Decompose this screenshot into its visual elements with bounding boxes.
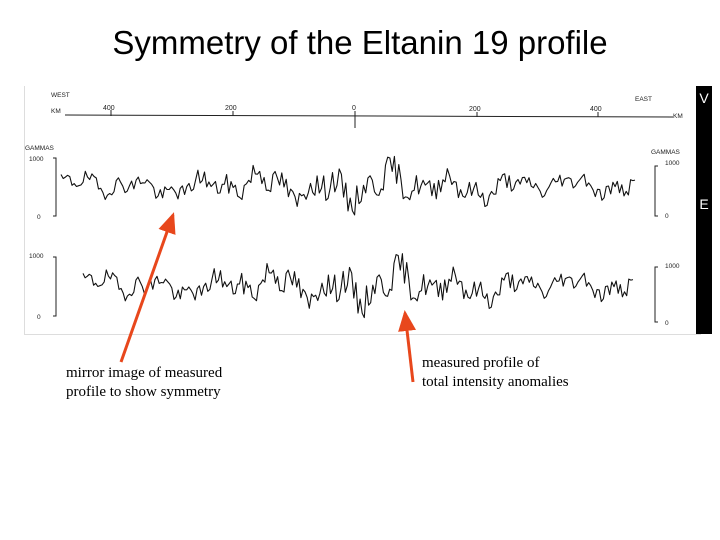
magnetic-profile-figure: WEST EAST KM KM 400 200 0 200 400 GAMMAS… (24, 86, 701, 335)
edge-letter-upper: V (699, 90, 709, 106)
scale-bracket-bottom-right (654, 266, 658, 323)
edge-letter-lower: E (699, 196, 709, 212)
profile-plot: WEST EAST KM KM 400 200 0 200 400 GAMMAS… (25, 92, 683, 327)
caption-mirror-profile: mirror image of measured profile to show… (66, 364, 222, 402)
scale-right-bottom-1000: 1000 (665, 263, 680, 270)
km-tick-label: 200 (225, 105, 237, 112)
km-axis-line (64, 114, 674, 118)
gammas-label-left: GAMMAS (25, 145, 55, 152)
measured-profile-trace (60, 155, 636, 216)
east-label: EAST (635, 96, 652, 103)
gammas-label-right: GAMMAS (651, 149, 681, 156)
west-label: WEST (51, 92, 70, 99)
scale-top-0: 0 (37, 214, 41, 221)
km-tick-label: 200 (469, 106, 481, 113)
scale-top-1000: 1000 (29, 156, 44, 163)
caption-line: total intensity anomalies (422, 374, 569, 390)
caption-line: mirror image of measured (66, 365, 223, 381)
scale-right-bottom-0: 0 (665, 320, 669, 327)
mirrored-profile-trace (82, 253, 634, 319)
caption-line: profile to show symmetry (66, 384, 221, 400)
km-label-right: KM (673, 113, 683, 120)
scale-right-top-1000: 1000 (665, 160, 680, 167)
km-tick-label: 0 (352, 105, 356, 112)
km-tick-label: 400 (103, 105, 115, 112)
scale-bracket-top-right (654, 165, 658, 217)
km-ticks (110, 110, 599, 128)
km-tick-label: 400 (590, 106, 602, 113)
scale-bracket-bottom-left (53, 256, 57, 317)
scale-bracket-top-left (53, 157, 57, 217)
scale-bottom-0: 0 (37, 314, 41, 321)
caption-measured-profile: measured profile of total intensity anom… (422, 354, 569, 392)
caption-line: measured profile of (422, 355, 540, 371)
km-label-left: KM (51, 108, 61, 115)
scale-bottom-1000: 1000 (29, 253, 44, 260)
slide-edge-strip (696, 86, 712, 334)
scale-right-top-0: 0 (665, 213, 669, 220)
slide-title: Symmetry of the Eltanin 19 profile (112, 24, 608, 61)
